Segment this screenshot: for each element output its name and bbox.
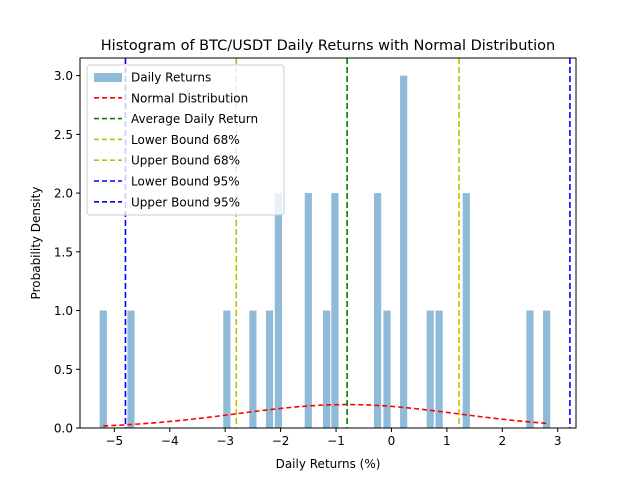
y-tick-label: 2.5 <box>54 128 73 142</box>
histogram-bar <box>99 310 107 428</box>
plot-area: −5 −4 −3 −2 −1 0 1 2 3 0.0 0.5 1.0 1.5 2.0 2.5 3.0 <box>54 57 577 448</box>
histogram-bar <box>265 310 274 428</box>
y-axis-label: Probability Density <box>29 187 43 300</box>
histogram-bar <box>383 310 391 428</box>
histogram-bar <box>400 75 408 428</box>
x-tick-label: 2 <box>498 434 506 448</box>
x-tick-label: −5 <box>106 434 124 448</box>
x-tick-label: −4 <box>161 434 179 448</box>
y-tick-label: 0.5 <box>54 363 73 377</box>
histogram-bar <box>373 193 382 428</box>
legend: Daily Returns Normal Distribution Average … <box>86 64 285 216</box>
x-tick-label: −3 <box>216 434 234 448</box>
y-tick-label: 3.0 <box>54 69 73 83</box>
legend-label: Average Daily Return <box>131 112 258 126</box>
histogram-bar <box>304 193 312 428</box>
legend-label: Lower Bound 68% <box>131 133 240 147</box>
legend-box <box>86 64 285 216</box>
legend-label: Upper Bound 95% <box>131 195 240 209</box>
histogram-bar <box>223 310 231 428</box>
x-tick-label: −1 <box>327 434 345 448</box>
histogram-bar <box>426 310 434 428</box>
legend-label: Daily Returns <box>131 71 211 85</box>
y-tick-label: 0.0 <box>54 422 73 436</box>
normal-distribution-curve <box>103 403 550 427</box>
histogram-bar <box>543 310 551 428</box>
legend-label: Upper Bound 68% <box>131 154 240 168</box>
x-tick-label: 1 <box>443 434 451 448</box>
chart-title: Histogram of BTC/USDT Daily Returns with… <box>101 38 555 54</box>
x-tick-label: 0 <box>388 434 396 448</box>
histogram-bar <box>323 310 331 428</box>
y-tick-label: 2.0 <box>54 187 73 201</box>
histogram-bar <box>331 193 339 428</box>
x-axis-label: Daily Returns (%) <box>276 457 381 471</box>
histogram-bar <box>462 193 470 428</box>
histogram-bar <box>249 310 257 428</box>
legend-label: Lower Bound 95% <box>131 175 240 189</box>
y-tick-label: 1.5 <box>54 245 73 259</box>
histogram-bar <box>435 310 443 428</box>
legend-swatch <box>94 73 122 82</box>
histogram-bar <box>274 193 283 428</box>
histogram-bar <box>526 310 534 428</box>
x-tick-label: −2 <box>272 434 290 448</box>
axes-frame <box>79 57 577 429</box>
legend-label: Normal Distribution <box>131 91 248 105</box>
x-tick-label: 3 <box>554 434 562 448</box>
y-tick-label: 1.0 <box>54 304 73 318</box>
histogram-bar <box>127 310 135 428</box>
